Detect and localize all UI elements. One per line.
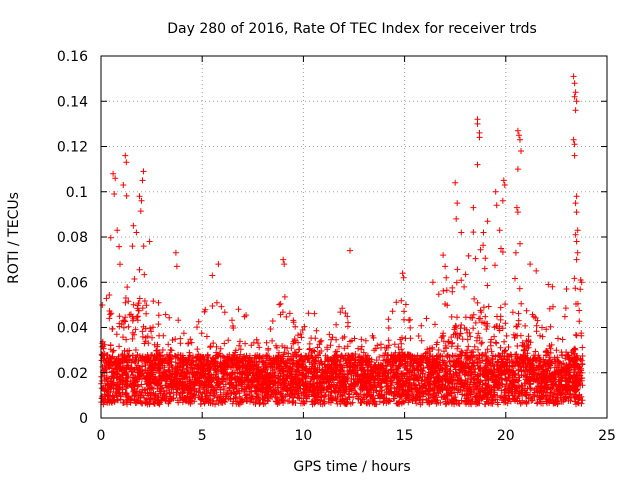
y-axis-label: ROTI / TECUs — [6, 192, 22, 284]
x-tick-label: 5 — [198, 428, 207, 444]
x-tick-label: 15 — [396, 428, 414, 444]
chart-title: Day 280 of 2016, Rate Of TEC Index for r… — [167, 21, 537, 37]
x-tick-label: 20 — [497, 428, 515, 444]
y-tick-label: 0 — [79, 411, 88, 427]
y-tick-label: 0.08 — [57, 230, 88, 246]
scatter-points — [98, 73, 586, 408]
x-tick-label: 10 — [294, 428, 312, 444]
y-tick-label: 0.04 — [57, 321, 88, 337]
y-tick-label: 0.06 — [57, 275, 88, 291]
x-axis-label: GPS time / hours — [293, 459, 410, 475]
data-points — [98, 73, 586, 408]
y-tick-label: 0.02 — [57, 366, 88, 382]
y-tick-label: 0.14 — [57, 94, 88, 110]
axes: 0 5 10 15 20 25 0 0.02 0.04 0.06 0.08 0.1 0.12 0.14 0.… — [57, 49, 616, 444]
x-tick-label: 0 — [97, 428, 106, 444]
x-tick-label: 25 — [598, 428, 616, 444]
y-tick-label: 0.1 — [66, 185, 88, 201]
y-tick-label: 0.12 — [57, 140, 88, 156]
y-tick-label: 0.16 — [57, 49, 88, 65]
